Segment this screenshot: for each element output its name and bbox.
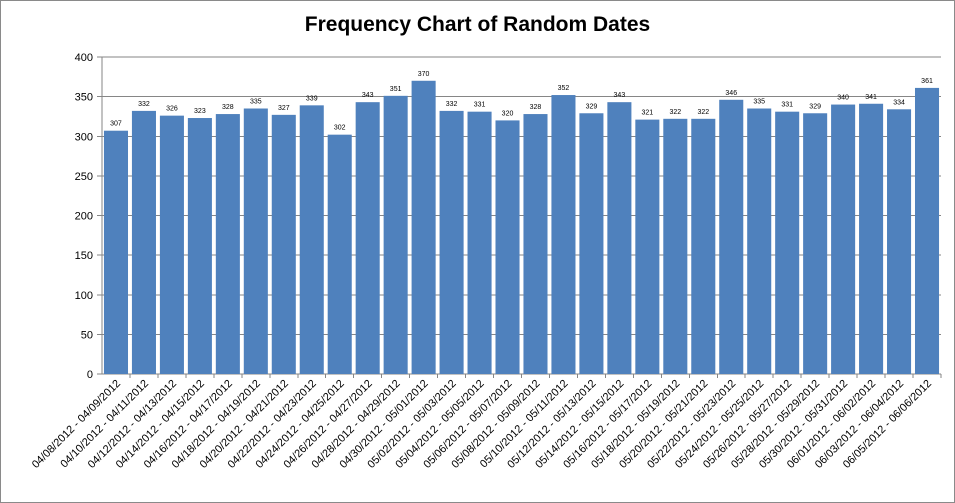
bar xyxy=(887,109,912,375)
data-label: 328 xyxy=(222,104,234,111)
y-tick-label: 150 xyxy=(75,250,93,262)
bar xyxy=(103,130,129,374)
bar xyxy=(691,118,716,374)
data-label: 307 xyxy=(110,121,122,128)
bar xyxy=(775,111,800,375)
data-label: 322 xyxy=(669,109,681,116)
bar xyxy=(355,102,380,375)
data-label: 329 xyxy=(586,103,598,110)
bar xyxy=(831,104,856,375)
y-tick-label: 0 xyxy=(87,369,93,381)
bar xyxy=(859,103,884,374)
y-tick-label: 200 xyxy=(75,211,93,223)
data-label: 332 xyxy=(138,101,150,108)
data-label: 340 xyxy=(837,95,849,102)
data-label: 361 xyxy=(921,78,933,85)
data-label: 321 xyxy=(642,110,654,117)
bar xyxy=(439,110,464,374)
data-label: 323 xyxy=(194,108,206,115)
y-tick-label: 300 xyxy=(75,131,93,143)
data-label: 352 xyxy=(558,85,570,92)
data-label: 370 xyxy=(418,71,430,78)
y-tick-label: 100 xyxy=(75,290,93,302)
data-label: 346 xyxy=(725,90,737,97)
data-label: 322 xyxy=(697,109,709,116)
y-tick-label: 250 xyxy=(75,171,93,183)
data-label: 341 xyxy=(865,94,877,101)
bar xyxy=(719,99,744,375)
bar xyxy=(411,80,436,375)
bar xyxy=(187,118,212,375)
data-label: 351 xyxy=(390,86,402,93)
bar xyxy=(383,95,408,375)
data-label: 331 xyxy=(474,102,486,109)
bar xyxy=(467,111,492,375)
data-label: 328 xyxy=(530,104,542,111)
data-label: 320 xyxy=(502,110,514,117)
data-label: 331 xyxy=(781,102,793,109)
bar xyxy=(663,118,688,374)
data-label: 327 xyxy=(278,105,290,112)
bar xyxy=(243,108,268,374)
bar xyxy=(159,115,184,375)
bar xyxy=(327,134,352,374)
y-tick-label: 50 xyxy=(81,329,93,341)
y-tick-label: 350 xyxy=(75,92,93,104)
data-label: 302 xyxy=(334,125,346,132)
data-label: 343 xyxy=(614,92,626,99)
bar xyxy=(747,108,772,374)
bar xyxy=(215,114,240,374)
data-label: 335 xyxy=(250,99,262,106)
bar xyxy=(271,114,296,374)
bar xyxy=(299,105,324,374)
bar xyxy=(495,120,520,375)
data-label: 329 xyxy=(809,103,821,110)
bar xyxy=(607,102,632,375)
chart-title: Frequency Chart of Random Dates xyxy=(304,13,651,36)
data-label: 332 xyxy=(446,101,458,108)
bar xyxy=(803,113,828,374)
data-label: 334 xyxy=(893,99,905,106)
bar xyxy=(131,110,156,374)
bar xyxy=(635,119,660,374)
bar xyxy=(523,114,548,374)
data-label: 326 xyxy=(166,106,178,113)
data-label: 343 xyxy=(362,92,374,99)
bar xyxy=(579,113,604,374)
bar xyxy=(551,95,576,374)
data-label: 335 xyxy=(753,99,765,106)
y-tick-label: 400 xyxy=(75,52,93,64)
bar xyxy=(914,87,940,374)
data-label: 339 xyxy=(306,95,318,102)
